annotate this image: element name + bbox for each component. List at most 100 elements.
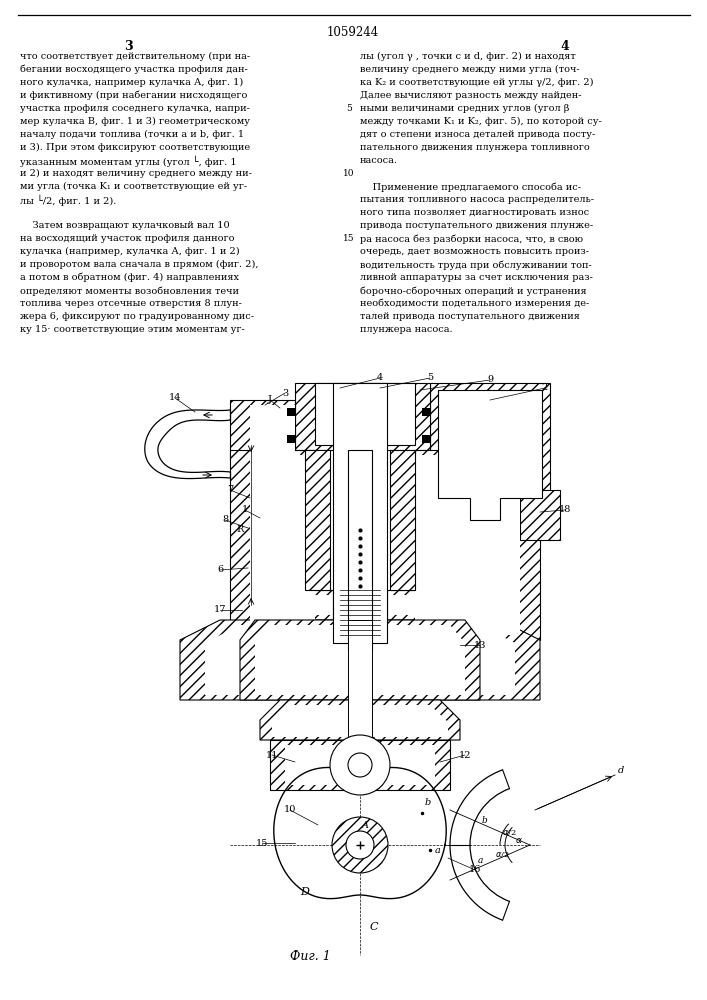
Text: и 3). При этом фиксируют соответствующие: и 3). При этом фиксируют соответствующие — [20, 143, 250, 152]
Text: A: A — [361, 820, 368, 830]
Text: кулачка (например, кулачка А, фиг. 1 и 2): кулачка (например, кулачка А, фиг. 1 и 2… — [20, 247, 240, 256]
Polygon shape — [260, 700, 460, 740]
Text: ка K₂ и соответствующие ей углы γ/2, фиг. 2): ка K₂ и соответствующие ей углы γ/2, фиг… — [360, 78, 593, 87]
Text: 2: 2 — [542, 383, 548, 392]
Polygon shape — [520, 490, 560, 540]
Bar — [348, 620, 372, 750]
Polygon shape — [272, 705, 448, 737]
Polygon shape — [295, 383, 430, 450]
Text: началу подачи топлива (точки а и b, фиг. 1: началу подачи топлива (точки а и b, фиг.… — [20, 130, 244, 139]
Text: топлива через отсечные отверстия 8 плун-: топлива через отсечные отверстия 8 плун- — [20, 299, 242, 308]
Text: d: d — [618, 766, 624, 775]
Circle shape — [332, 817, 388, 873]
Text: Применение предлагаемого способа ис-: Применение предлагаемого способа ис- — [360, 182, 581, 192]
Polygon shape — [230, 450, 315, 640]
Text: 10: 10 — [284, 806, 296, 814]
Text: пательного движения плунжера топливного: пательного движения плунжера топливного — [360, 143, 590, 152]
Text: 18: 18 — [559, 506, 571, 514]
Text: a: a — [478, 856, 484, 865]
Polygon shape — [230, 400, 295, 460]
Text: и проворотом вала сначала в прямом (фиг. 2),: и проворотом вала сначала в прямом (фиг.… — [20, 260, 259, 269]
Polygon shape — [255, 590, 465, 620]
Bar — [422, 408, 430, 416]
Text: 5: 5 — [346, 104, 352, 113]
Text: привода поступательного движения плунже-: привода поступательного движения плунже- — [360, 221, 593, 230]
Text: 1: 1 — [242, 506, 248, 514]
Polygon shape — [390, 450, 415, 590]
Text: пытания топливного насоса распределитель-: пытания топливного насоса распределитель… — [360, 195, 594, 204]
Text: b: b — [425, 798, 431, 807]
Text: на восходящий участок профиля данного: на восходящий участок профиля данного — [20, 234, 235, 243]
Text: $\alpha$/2: $\alpha$/2 — [502, 828, 517, 838]
Text: 6: 6 — [217, 566, 223, 574]
Polygon shape — [285, 745, 435, 785]
Polygon shape — [250, 455, 315, 635]
Text: ми угла (точка K₁ и соответствующие ей уг-: ми угла (точка K₁ и соответствующие ей у… — [20, 182, 247, 191]
Text: талей привода поступательного движения: талей привода поступательного движения — [360, 312, 580, 321]
Text: $\alpha$/2: $\alpha$/2 — [495, 850, 510, 860]
Polygon shape — [305, 450, 330, 590]
Polygon shape — [430, 383, 550, 520]
Bar — [333, 590, 387, 620]
Text: 11: 11 — [266, 750, 279, 760]
Text: необходимости подетального измерения де-: необходимости подетального измерения де- — [360, 299, 589, 308]
Circle shape — [348, 753, 372, 777]
Text: водительность труда при обслуживании топ-: водительность труда при обслуживании топ… — [360, 260, 592, 269]
Polygon shape — [265, 595, 455, 615]
Polygon shape — [315, 383, 415, 445]
Text: и фиктивному (при набегании нисходящего: и фиктивному (при набегании нисходящего — [20, 91, 247, 101]
Text: бегании восходящего участка профиля дан-: бегании восходящего участка профиля дан- — [20, 65, 247, 75]
Text: определяют моменты возобновления течи: определяют моменты возобновления течи — [20, 286, 239, 296]
Bar — [287, 435, 295, 443]
Text: ными величинами средних углов (угол β: ными величинами средних углов (угол β — [360, 104, 569, 113]
Text: участка профиля соседнего кулачка, напри-: участка профиля соседнего кулачка, напри… — [20, 104, 250, 113]
Text: насоса.: насоса. — [360, 156, 398, 165]
Text: дят о степени износа деталей привода посту-: дят о степени износа деталей привода пос… — [360, 130, 595, 139]
Polygon shape — [415, 450, 540, 640]
Text: и 2) и находят величину среднего между ни-: и 2) и находят величину среднего между н… — [20, 169, 252, 178]
Text: 14: 14 — [169, 393, 181, 402]
Text: J: J — [268, 395, 272, 404]
Text: 12: 12 — [459, 750, 472, 760]
Text: очередь, дает возможность повысить произ-: очередь, дает возможность повысить произ… — [360, 247, 589, 256]
Text: указанным моментам углы (угол └, фиг. 1: указанным моментам углы (угол └, фиг. 1 — [20, 156, 237, 167]
Text: лы (угол γ , точки с и d, фиг. 2) и находят: лы (угол γ , точки с и d, фиг. 2) и нахо… — [360, 52, 575, 61]
Text: C: C — [370, 922, 378, 932]
Text: 3: 3 — [282, 388, 288, 397]
Text: Затем возвращают кулачковый вал 10: Затем возвращают кулачковый вал 10 — [20, 221, 230, 230]
Text: $\alpha$: $\alpha$ — [515, 836, 522, 845]
Text: 4: 4 — [561, 40, 569, 53]
Text: между точками K₁ и K₂, фиг. 5), по которой су-: между точками K₁ и K₂, фиг. 5), по котор… — [360, 117, 602, 126]
Bar — [287, 408, 295, 416]
Text: 7: 7 — [227, 486, 233, 494]
Bar — [333, 383, 387, 643]
Text: Фиг. 1: Фиг. 1 — [290, 950, 330, 963]
Bar — [348, 450, 372, 650]
Polygon shape — [415, 455, 520, 635]
Text: 17: 17 — [214, 605, 226, 614]
Circle shape — [330, 735, 390, 795]
Text: 15: 15 — [343, 234, 355, 243]
Text: D: D — [300, 887, 309, 897]
Polygon shape — [180, 620, 540, 700]
Text: жера 6, фиксируют по градуированному дис-: жера 6, фиксируют по градуированному дис… — [20, 312, 254, 321]
Polygon shape — [438, 390, 542, 498]
Text: ку 15· соответствующие этим моментам уг-: ку 15· соответствующие этим моментам уг- — [20, 325, 245, 334]
Text: величину среднего между ними угла (точ-: величину среднего между ними угла (точ- — [360, 65, 580, 74]
Text: 5: 5 — [427, 373, 433, 382]
Text: b: b — [482, 816, 488, 825]
Text: ного кулачка, например кулачка А, фиг. 1): ного кулачка, например кулачка А, фиг. 1… — [20, 78, 243, 87]
Polygon shape — [270, 740, 450, 790]
Text: 1059244: 1059244 — [327, 26, 379, 39]
Text: плунжера насоса.: плунжера насоса. — [360, 325, 452, 334]
Text: 10: 10 — [344, 169, 355, 178]
Polygon shape — [240, 620, 480, 700]
Polygon shape — [255, 625, 465, 695]
Text: a: a — [435, 846, 441, 855]
Text: ливной аппаратуры за счет исключения раз-: ливной аппаратуры за счет исключения раз… — [360, 273, 593, 282]
Bar — [352, 740, 368, 780]
Text: ного типа позволяет диагностировать износ: ного типа позволяет диагностировать изно… — [360, 208, 589, 217]
Text: R: R — [237, 526, 244, 534]
Text: 13: 13 — [474, 641, 486, 650]
Bar — [422, 435, 430, 443]
